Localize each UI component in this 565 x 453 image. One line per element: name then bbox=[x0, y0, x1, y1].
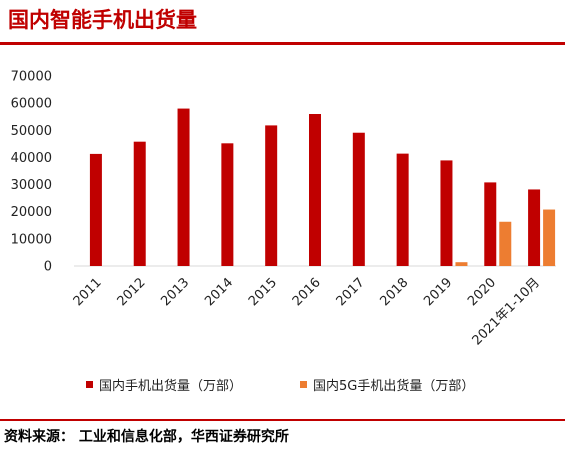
x-tick-label: 2015 bbox=[246, 275, 280, 309]
x-tick-label: 2014 bbox=[202, 275, 236, 309]
bar-total-shipments bbox=[221, 143, 234, 266]
legend-label-series1: 国内手机出货量（万部） bbox=[99, 379, 243, 394]
bar-5g-shipments bbox=[499, 221, 512, 266]
bar-5g-shipments bbox=[543, 209, 556, 266]
bar-total-shipments bbox=[528, 189, 541, 266]
x-tick-label: 2016 bbox=[290, 275, 324, 309]
chart-legend: 国内手机出货量（万部） 国内5G手机出货量（万部） bbox=[0, 375, 565, 394]
bar-total-shipments bbox=[352, 132, 365, 266]
legend-label-series2: 国内5G手机出货量（万部） bbox=[313, 379, 475, 394]
y-tick-label: 0 bbox=[44, 260, 52, 275]
legend-swatch-series1 bbox=[86, 381, 93, 388]
y-tick-label: 30000 bbox=[11, 178, 52, 193]
x-tick-label: 2019 bbox=[421, 275, 455, 309]
y-axis-ticks: 0 10000 20000 30000 40000 50000 60000 70000 bbox=[11, 70, 52, 275]
source-note: 资料来源： 工业和信息化部，华西证券研究所 bbox=[4, 429, 289, 445]
footer-divider bbox=[0, 419, 565, 421]
page-title: 国内智能手机出货量 bbox=[8, 8, 197, 32]
y-tick-label: 10000 bbox=[11, 232, 52, 247]
bar-total-shipments bbox=[89, 153, 102, 266]
legend-swatch-series2 bbox=[300, 381, 307, 388]
legend-item-series1: 国内手机出货量（万部） bbox=[86, 375, 242, 394]
y-tick-label: 60000 bbox=[11, 97, 52, 112]
bar-total-shipments bbox=[133, 141, 146, 266]
y-tick-label: 40000 bbox=[11, 151, 52, 166]
bar-total-shipments bbox=[265, 125, 278, 267]
x-tick-label: 2017 bbox=[334, 275, 368, 309]
y-tick-label: 50000 bbox=[11, 124, 52, 139]
bar-total-shipments bbox=[309, 114, 321, 266]
y-tick-label: 70000 bbox=[11, 70, 52, 85]
bar-total-shipments bbox=[440, 160, 453, 266]
x-tick-label: 2012 bbox=[115, 275, 149, 309]
bar-total-shipments bbox=[396, 153, 409, 266]
x-tick-label: 2020 bbox=[465, 275, 499, 309]
x-tick-label: 2013 bbox=[158, 275, 192, 309]
y-tick-label: 20000 bbox=[11, 205, 52, 220]
x-tick-label: 2011 bbox=[71, 275, 105, 309]
legend-item-series2: 国内5G手机出货量（万部） bbox=[300, 375, 474, 394]
bars bbox=[89, 108, 556, 267]
bar-total-shipments bbox=[177, 108, 190, 266]
bar-total-shipments bbox=[484, 182, 497, 266]
x-tick-label: 2018 bbox=[377, 275, 411, 309]
x-axis-ticks: 2011 2012 2013 2014 2015 2016 2017 2018 2019 2020… bbox=[71, 275, 543, 348]
bar-5g-shipments bbox=[455, 262, 468, 266]
title-divider bbox=[0, 42, 565, 45]
